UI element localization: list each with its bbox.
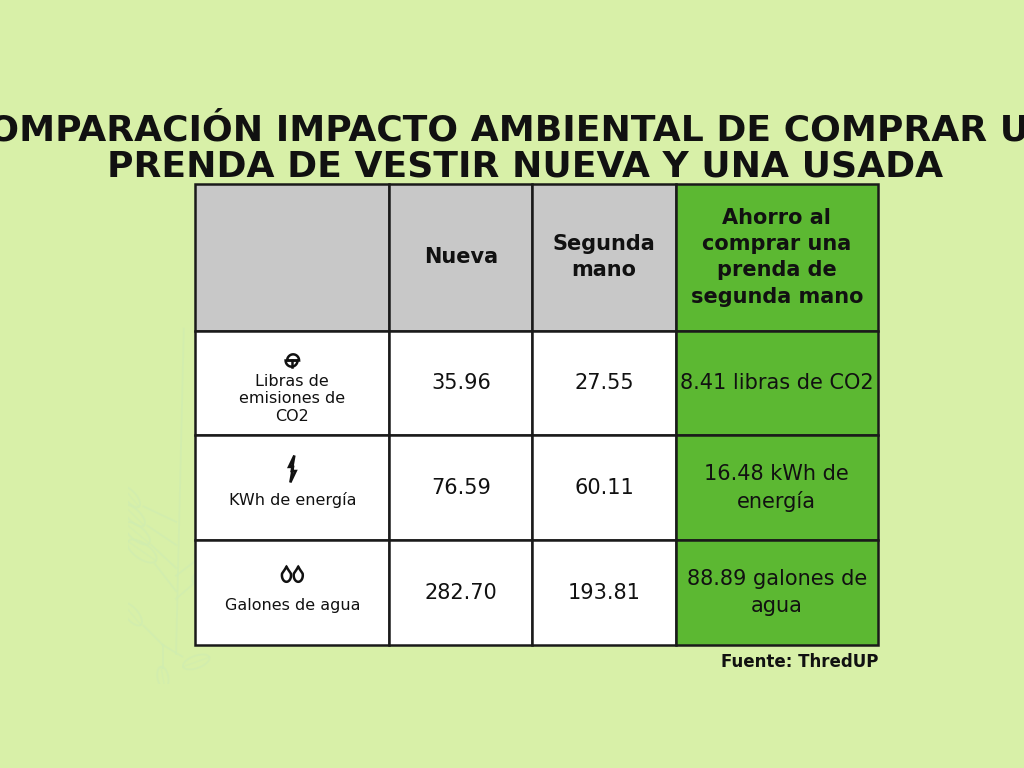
Text: 35.96: 35.96 — [431, 373, 490, 393]
Text: 8.41 libras de CO2: 8.41 libras de CO2 — [680, 373, 873, 393]
Text: Fuente: ThredUP: Fuente: ThredUP — [721, 654, 878, 671]
Text: Libras de
emisiones de
CO2: Libras de emisiones de CO2 — [240, 374, 345, 424]
Text: Segunda
mano: Segunda mano — [553, 234, 655, 280]
Text: 88.89 galones de
agua: 88.89 galones de agua — [687, 569, 867, 616]
Bar — [532, 184, 676, 330]
Bar — [532, 540, 676, 645]
Text: 76.59: 76.59 — [431, 478, 490, 498]
Text: 193.81: 193.81 — [567, 583, 641, 603]
Text: 60.11: 60.11 — [574, 478, 634, 498]
Bar — [676, 540, 878, 645]
Bar — [532, 435, 676, 540]
Bar — [196, 435, 389, 540]
Text: Nueva: Nueva — [424, 247, 498, 267]
Bar — [389, 540, 532, 645]
Text: PRENDA DE VESTIR NUEVA Y UNA USADA: PRENDA DE VESTIR NUEVA Y UNA USADA — [106, 149, 943, 183]
Bar — [676, 184, 878, 330]
Text: 282.70: 282.70 — [425, 583, 498, 603]
Text: KWh de energía: KWh de energía — [228, 492, 356, 508]
Bar — [532, 330, 676, 435]
Text: Galones de agua: Galones de agua — [224, 598, 360, 613]
Bar — [196, 330, 389, 435]
Bar — [389, 330, 532, 435]
Bar — [389, 435, 532, 540]
Bar — [676, 435, 878, 540]
Text: 27.55: 27.55 — [574, 373, 634, 393]
Text: Ahorro al
comprar una
prenda de
segunda mano: Ahorro al comprar una prenda de segunda … — [690, 207, 863, 306]
Bar — [676, 330, 878, 435]
Text: COMPARACIÓN IMPACTO AMBIENTAL DE COMPRAR UNA: COMPARACIÓN IMPACTO AMBIENTAL DE COMPRAR… — [0, 114, 1024, 147]
Bar — [196, 540, 389, 645]
Bar — [196, 184, 389, 330]
Text: 16.48 kWh de
energía: 16.48 kWh de energía — [705, 464, 849, 511]
Bar — [389, 184, 532, 330]
